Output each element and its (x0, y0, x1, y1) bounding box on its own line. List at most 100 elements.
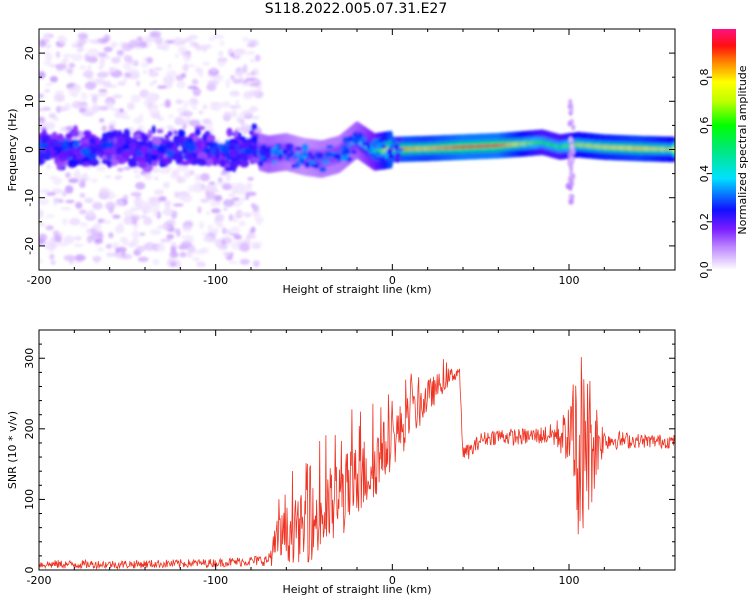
spectrogram-cell (209, 105, 218, 110)
spectrogram-cell (229, 149, 239, 159)
spectrogram-cell (103, 219, 112, 225)
spectrogram-cell (44, 32, 50, 41)
spectrogram-cell (183, 171, 191, 179)
spectrogram-cell (87, 64, 92, 73)
spectrogram-cell (127, 158, 135, 167)
spectrogram-cell (179, 251, 187, 258)
spectrogram-cell (52, 176, 62, 186)
spectrogram-cell (247, 91, 260, 96)
spectrogram-cell (240, 119, 245, 126)
spectrogram-cell (227, 193, 236, 197)
spectrogram-cell (39, 108, 46, 112)
spectrogram-cell (130, 207, 138, 211)
y-tick-label: 0 (23, 567, 36, 574)
spectrogram-cell (120, 150, 131, 159)
spectrogram-cell (138, 40, 147, 46)
spectrogram-cell (44, 88, 51, 93)
spectrogram-cell (101, 141, 108, 150)
spectrogram-cell (198, 110, 204, 115)
spectrogram-cell (165, 165, 172, 172)
spectrogram-cell (192, 106, 197, 110)
spectrogram-cell (106, 142, 115, 148)
spectrogram-cell (72, 85, 80, 91)
x-tick-label: -100 (203, 274, 228, 287)
spectrogram-cell (121, 115, 131, 120)
spectrogram-cell (86, 209, 96, 218)
spectrogram-cell (234, 129, 239, 137)
spectrogram-cell (181, 64, 190, 72)
spectrogram-cell (145, 92, 157, 101)
spectrogram-cell (164, 142, 174, 149)
spectrogram-cell (175, 138, 184, 144)
spectrogram-cell (122, 239, 129, 246)
spectrogram-cell (42, 128, 47, 133)
spectrogram-cell (341, 155, 348, 162)
spectrogram-cell (136, 245, 146, 253)
spectrogram-cell (162, 208, 174, 216)
spectrogram-cell (190, 97, 198, 105)
spectrogram-cell (219, 40, 225, 46)
spectrogram-cell (226, 127, 233, 137)
spectrogram-cell (156, 128, 164, 134)
spectrogram-cell (253, 260, 260, 268)
spectrogram-cell (207, 224, 213, 233)
spectrogram-cell (167, 63, 172, 69)
spectrogram-cell (45, 214, 56, 218)
spectrogram-cell (56, 160, 64, 170)
spectrogram-cell (231, 197, 241, 201)
spectrogram-cell (308, 151, 312, 157)
spectrogram-cell (148, 104, 159, 109)
spectrogram-cell (369, 147, 376, 151)
spectrogram-cell (230, 74, 236, 81)
spectrogram-cell (222, 145, 227, 154)
spectrogram-cell (164, 200, 172, 209)
spectrogram-cell (225, 79, 231, 88)
y-tick-label: 0 (23, 146, 36, 153)
spectrogram-cell (234, 100, 240, 109)
spectrogram-cell (41, 135, 48, 144)
spectrogram-cell (221, 227, 227, 235)
spectrogram-cell (245, 234, 251, 241)
spectrogram-cell (171, 152, 183, 161)
spectrogram-cell (39, 159, 44, 166)
spectrogram-cell (377, 156, 383, 160)
spectrogram-cell (49, 253, 55, 260)
spectrogram-cell (144, 173, 153, 181)
spectrogram-cell (213, 141, 219, 147)
spectrogram-cell (114, 174, 123, 180)
spectrogram-cell (166, 234, 175, 240)
snr-marks (39, 356, 675, 570)
spectrogram-cell (202, 236, 212, 242)
spectrogram-cell (76, 46, 84, 53)
spectrogram-cell (208, 121, 213, 127)
spectrogram-cell (39, 198, 50, 205)
spectrogram-cell (206, 134, 216, 144)
spectrogram-cell (273, 145, 279, 149)
spectrogram-cell (223, 111, 230, 119)
spectrogram-cell (202, 61, 211, 66)
spectrogram-cell (325, 144, 334, 149)
spectrogram-cell (131, 237, 139, 246)
spectrogram-cell (72, 154, 77, 161)
colorbar-label: Normalized spectral amplitude (736, 65, 749, 234)
spectrogram-cell (184, 220, 194, 227)
spectrogram-cell (94, 238, 103, 244)
spectrogram-cell (63, 143, 70, 151)
spectrogram-cell (137, 256, 149, 262)
spectrogram-cell (241, 109, 252, 116)
spectrogram-cell (67, 159, 79, 167)
spectrogram-cell (50, 260, 56, 265)
spectrogram-cell (126, 102, 135, 110)
spectrogram-cell (108, 124, 115, 132)
spectrogram-cell (342, 144, 345, 152)
spectrogram-cell (39, 233, 48, 242)
spectrogram-cell (200, 247, 209, 254)
spectrogram-cell (249, 58, 256, 63)
spectrogram-cell (157, 151, 164, 160)
spectrogram-cell (351, 149, 357, 155)
spectrogram-cell (301, 150, 309, 157)
spectrogram-cell (278, 150, 283, 154)
spectrogram-cell (222, 251, 232, 257)
spectrogram-cell (123, 74, 128, 83)
spectrogram-cell (182, 225, 192, 232)
